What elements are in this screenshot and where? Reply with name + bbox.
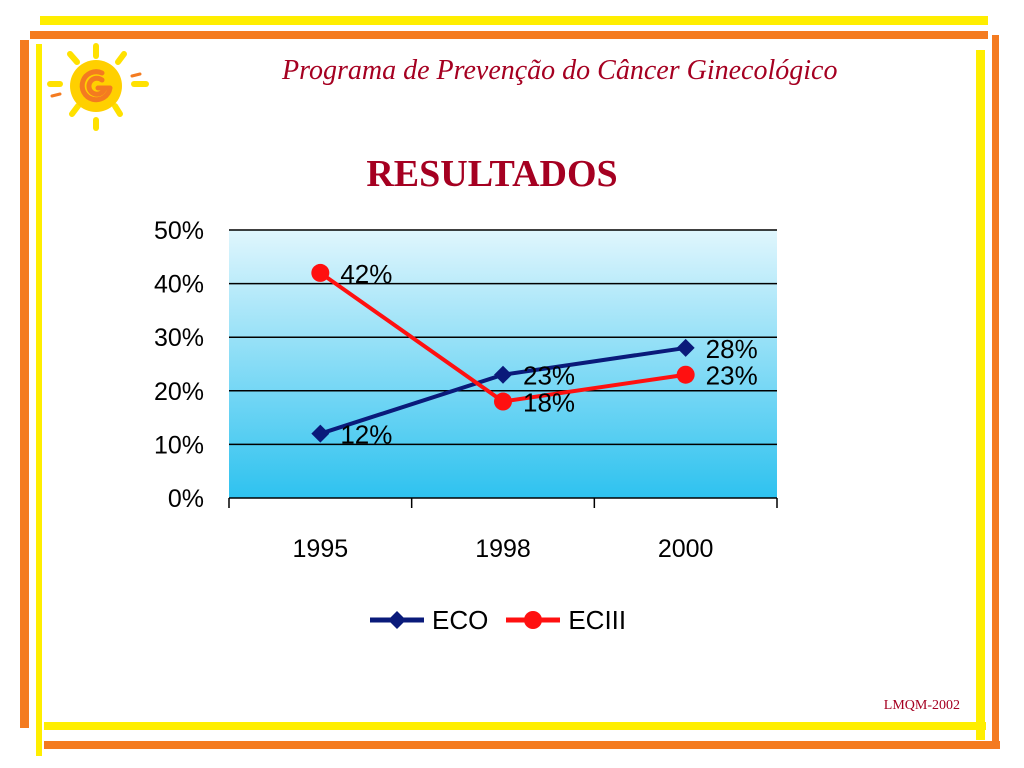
frame-bottom-yellow	[44, 722, 986, 730]
frame-left-yellow	[36, 44, 42, 756]
sun-spiral-logo-icon	[47, 43, 149, 131]
footer-note: LMQM-2002	[883, 698, 960, 713]
y-tick-label: 40%	[154, 271, 204, 299]
data-label-eciii: 23%	[706, 361, 758, 391]
chart-legend: ECO ECIII	[368, 600, 642, 640]
data-point-eciii	[676, 365, 695, 384]
y-tick-label: 0%	[168, 485, 204, 513]
data-label-eco: 23%	[523, 361, 575, 391]
frame-top-orange	[30, 31, 988, 39]
legend-swatch-eciii	[506, 611, 561, 629]
data-label-eco: 12%	[340, 420, 392, 450]
legend-label-eco: ECO	[432, 604, 489, 635]
frame-top-yellow	[40, 16, 988, 25]
data-label-eciii: 42%	[340, 259, 392, 289]
data-point-eco	[311, 424, 330, 443]
data-point-eciii	[494, 392, 512, 411]
y-tick-label: 20%	[154, 378, 204, 406]
data-point-eco	[676, 338, 695, 357]
legend-label-eciii: ECIII	[568, 604, 627, 635]
x-tick-label: 1995	[293, 535, 349, 563]
legend-item-eco: ECO	[368, 605, 488, 636]
legend-swatch-eco	[370, 611, 424, 629]
frame-left-orange	[20, 40, 29, 728]
frame-right-orange	[992, 35, 999, 748]
data-label-eciii: 18%	[523, 388, 575, 418]
slide-header: Programa de Prevenção do Câncer Ginecoló…	[282, 55, 838, 86]
y-tick-label: 10%	[154, 431, 204, 459]
plot-area	[229, 230, 777, 498]
y-tick-label: 30%	[154, 324, 204, 352]
data-label-eco: 28%	[706, 334, 758, 364]
x-tick-label: 2000	[658, 535, 714, 563]
legend-item-eciii: ECIII	[504, 605, 626, 636]
data-point-eco	[494, 365, 512, 384]
chart-title: RESULTADOS	[366, 153, 618, 195]
frame-right-yellow	[976, 50, 985, 740]
data-point-eciii	[311, 263, 330, 282]
x-tick-label: 1998	[475, 535, 531, 563]
y-tick-label: 50%	[154, 217, 204, 245]
frame-bottom-orange	[44, 741, 1000, 749]
